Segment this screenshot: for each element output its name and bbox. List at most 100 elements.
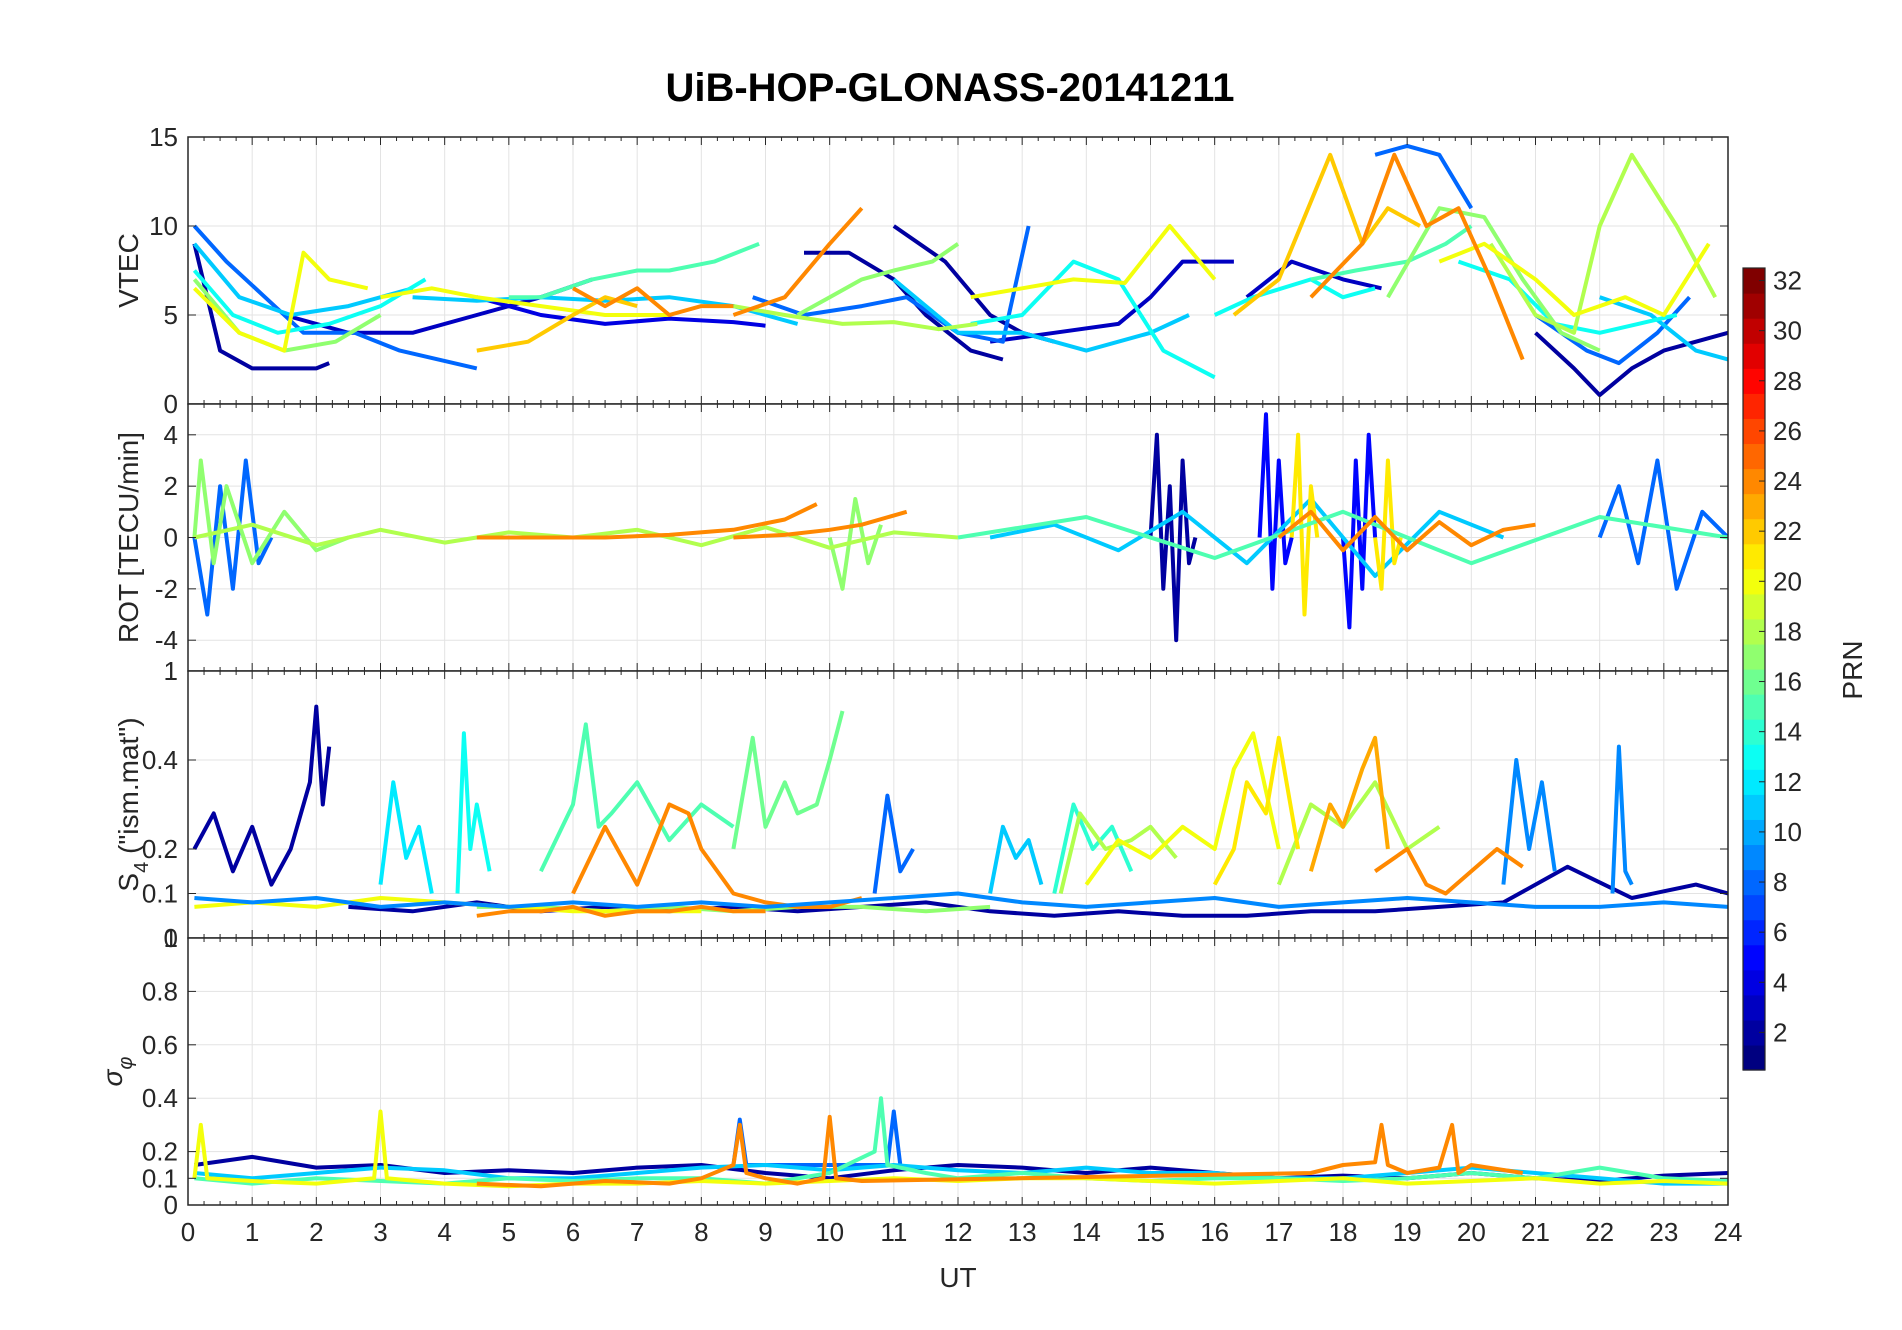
x-tick-label: 14 bbox=[1072, 1217, 1101, 1247]
series-line-prn-24 bbox=[476, 1114, 1524, 1189]
series-line-prn-18 bbox=[733, 304, 978, 332]
series-line-prn-8 bbox=[192, 224, 478, 371]
colorbar-swatch bbox=[1743, 393, 1765, 419]
y-tick-label: 4 bbox=[164, 420, 178, 450]
colorbar-swatch bbox=[1743, 794, 1765, 820]
colorbar-swatch bbox=[1743, 493, 1765, 520]
y-tick-label: -2 bbox=[155, 574, 178, 604]
x-tick-label: 16 bbox=[1200, 1217, 1229, 1247]
series-line-prn-24 bbox=[476, 904, 766, 918]
colorbar-swatch bbox=[1743, 593, 1765, 620]
x-tick-label: 0 bbox=[181, 1217, 195, 1247]
colorbar-tick-label: 26 bbox=[1773, 416, 1802, 446]
series-line-prn-8 bbox=[192, 458, 274, 617]
y-axis-label: S4 ("ism.mat") bbox=[113, 717, 153, 891]
y-axis-label: σφ bbox=[97, 1057, 137, 1087]
y-tick-label: 0.2 bbox=[142, 834, 178, 864]
colorbar-tick-label: 30 bbox=[1773, 316, 1802, 346]
series-line-prn-11 bbox=[1599, 295, 1728, 362]
colorbar-tick-label: 20 bbox=[1773, 566, 1802, 596]
series-line-prn-18 bbox=[1488, 152, 1717, 335]
series-line-prn-8 bbox=[752, 225, 1031, 344]
series-line-prn-2 bbox=[192, 243, 330, 371]
x-tick-label: 15 bbox=[1136, 1217, 1165, 1247]
y-tick-label: 2 bbox=[164, 471, 178, 501]
y-tick-labels: 0 0.1 0.2 0.4 1 bbox=[142, 656, 1728, 953]
series-line-prn-20 bbox=[192, 1109, 1728, 1189]
series-line-prn-8 bbox=[1597, 458, 1728, 591]
colorbar-tick-label: 14 bbox=[1773, 717, 1802, 747]
x-tick-labels: 0 1 2 3 4 5 6 7 8 9 10 11 12 13 14 15 16 17 18 19 20 21 22 23 24 bbox=[181, 1217, 1743, 1247]
colorbar-tick-label: 22 bbox=[1773, 516, 1802, 546]
colorbar-swatch bbox=[1743, 1044, 1765, 1071]
series-line-prn-21 bbox=[1289, 432, 1320, 617]
series-line-prn-20 bbox=[380, 286, 670, 317]
x-tick-label: 21 bbox=[1521, 1217, 1550, 1247]
series-line-prn-21 bbox=[1212, 735, 1301, 886]
y-tick-label: 10 bbox=[149, 211, 178, 241]
series-line-prn-8 bbox=[872, 793, 915, 894]
colorbar-swatch bbox=[1743, 969, 1765, 996]
series-line-prn-9 bbox=[1610, 744, 1634, 894]
series-line-prn-9 bbox=[1501, 758, 1557, 885]
y-tick-label: 15 bbox=[149, 122, 178, 152]
colorbar-tick-label: 2 bbox=[1773, 1017, 1787, 1047]
y-tick-labels: -4 -2 0 2 4 bbox=[155, 420, 1728, 655]
series-line-prn-21 bbox=[1373, 458, 1403, 591]
series-line-prn-5 bbox=[1341, 432, 1378, 630]
y-tick-label: 0.4 bbox=[142, 745, 178, 775]
series-line-prn-24 bbox=[1373, 847, 1524, 896]
series-line-prn-2 bbox=[1148, 432, 1198, 643]
series-group bbox=[192, 1096, 1728, 1189]
colorbar-tick-label: 8 bbox=[1773, 867, 1787, 897]
colorbar-swatch bbox=[1743, 844, 1765, 871]
colorbar-tick-label: 4 bbox=[1773, 967, 1787, 997]
series-line-prn-22 bbox=[1232, 152, 1421, 317]
colorbar-tick-label: 12 bbox=[1773, 767, 1802, 797]
x-tick-label: 11 bbox=[880, 1217, 907, 1247]
y-tick-label: 0 bbox=[164, 389, 178, 419]
series-line-prn-15 bbox=[508, 241, 760, 300]
colorbar-frame bbox=[1742, 267, 1766, 1071]
colorbar-tick-label: 28 bbox=[1773, 366, 1802, 396]
series-line-prn-12 bbox=[378, 780, 434, 894]
series-line-prn-18 bbox=[1058, 811, 1178, 894]
x-tick-label: 2 bbox=[309, 1217, 323, 1247]
x-tick-label: 6 bbox=[566, 1217, 580, 1247]
y-tick-label: 0.6 bbox=[142, 1030, 178, 1060]
y-tick-labels: 00.10.20.40.60.81 bbox=[142, 923, 1728, 1220]
series-line-prn-9 bbox=[194, 891, 1728, 909]
colorbar-swatch bbox=[1743, 543, 1765, 570]
y-tick-label: 5 bbox=[164, 300, 178, 330]
colorbar-swatch bbox=[1743, 744, 1765, 770]
colorbar-swatch bbox=[1743, 343, 1765, 369]
colorbar-swatch bbox=[1743, 443, 1765, 470]
series-line-prn-4 bbox=[476, 295, 766, 328]
colorbar-swatch bbox=[1743, 268, 1765, 294]
colorbar-swatch bbox=[1743, 669, 1765, 695]
colorbar-swatch bbox=[1743, 518, 1765, 545]
series-line-prn-24 bbox=[732, 206, 864, 317]
series-line-prn-16 bbox=[731, 710, 845, 850]
colorbar-swatch bbox=[1743, 568, 1765, 595]
colorbar-swatch bbox=[1743, 1019, 1765, 1046]
colorbar-label: PRN bbox=[1837, 640, 1868, 699]
colorbar-tick-label: 32 bbox=[1773, 266, 1802, 296]
colorbar-swatch bbox=[1743, 894, 1765, 921]
y-tick-label: 0 bbox=[164, 1190, 178, 1220]
x-tick-label: 1 bbox=[245, 1217, 259, 1247]
colorbar-swatch bbox=[1743, 819, 1765, 846]
y-tick-labels: 0 5 10 15 bbox=[149, 122, 1728, 419]
series-line-prn-20 bbox=[970, 224, 1217, 300]
series-line-prn-24 bbox=[1309, 152, 1525, 361]
x-tick-label: 4 bbox=[437, 1217, 451, 1247]
colorbar-tick-label: 18 bbox=[1773, 616, 1802, 646]
series-line-prn-5 bbox=[1257, 412, 1294, 591]
y-axis-label: ROT [TECU/min] bbox=[113, 432, 144, 643]
series-group bbox=[192, 704, 1728, 918]
x-tick-label: 18 bbox=[1329, 1217, 1358, 1247]
series-line-prn-11 bbox=[194, 1163, 1728, 1186]
series-line-prn-18 bbox=[1276, 780, 1441, 886]
